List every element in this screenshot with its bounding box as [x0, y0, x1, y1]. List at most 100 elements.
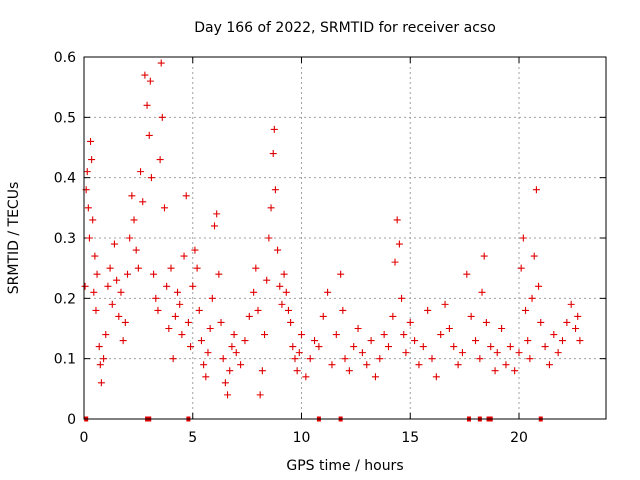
data-point [526, 355, 534, 363]
data-point [480, 252, 488, 260]
data-point [134, 264, 142, 272]
data-point [117, 288, 125, 296]
data-point [128, 192, 136, 200]
data-point [108, 300, 116, 308]
data-point [96, 361, 104, 369]
data-point [339, 306, 347, 314]
y-tick-label: 0.3 [54, 231, 76, 247]
data-point [371, 373, 379, 381]
data-point [502, 361, 510, 369]
data-point [167, 264, 175, 272]
data-point [550, 331, 558, 339]
data-point [158, 113, 166, 121]
data-point [180, 252, 188, 260]
data-point [150, 270, 158, 278]
data-point [419, 343, 427, 351]
data-point [287, 318, 295, 326]
data-point [341, 355, 349, 363]
data-point [154, 306, 162, 314]
data-point [524, 337, 532, 345]
data-point [271, 186, 279, 194]
data-point [95, 343, 103, 351]
data-point [237, 361, 245, 369]
data-point [354, 325, 362, 332]
data-point [270, 125, 278, 133]
data-point [563, 318, 571, 326]
data-point [171, 312, 179, 320]
plot-frame [83, 56, 607, 420]
data-point [182, 192, 190, 200]
data-point [572, 325, 580, 332]
data-point [454, 361, 462, 369]
data-point [137, 168, 145, 176]
data-point [230, 331, 238, 339]
data-point [511, 367, 519, 375]
data-point [119, 337, 127, 345]
data-point [295, 349, 303, 357]
data-point [406, 318, 414, 326]
data-point [156, 156, 164, 164]
data-point [226, 367, 234, 375]
data-point [530, 252, 538, 260]
data-point [576, 337, 584, 345]
data-point [130, 216, 138, 224]
data-point [432, 373, 440, 381]
data-point [104, 282, 112, 290]
data-point [345, 367, 353, 375]
data-point [261, 331, 269, 339]
data-point [219, 355, 227, 363]
data-point [115, 312, 123, 320]
data-point [102, 331, 110, 339]
data-point [532, 186, 540, 194]
data-point [146, 77, 154, 85]
data-point [350, 343, 358, 351]
data-point [191, 246, 199, 254]
data-point [213, 210, 221, 218]
data-point [395, 240, 403, 248]
data-point [424, 306, 432, 314]
data-point [139, 198, 147, 206]
data-point [245, 312, 253, 320]
data-point [487, 343, 495, 351]
data-points [81, 59, 584, 399]
data-point [197, 337, 205, 345]
data-point [428, 355, 436, 363]
data-point [545, 361, 553, 369]
data-point [274, 246, 282, 254]
data-point [515, 349, 523, 357]
data-point [83, 168, 91, 176]
data-point [293, 367, 301, 375]
data-point [178, 331, 186, 339]
data-point [90, 288, 98, 296]
data-point [445, 325, 453, 332]
y-tick-label: 0.4 [54, 171, 76, 187]
data-point [165, 325, 173, 332]
data-point [221, 379, 229, 387]
data-point [193, 264, 201, 272]
data-point [232, 349, 240, 357]
data-point [284, 306, 292, 314]
data-point [535, 282, 543, 290]
data-point [491, 367, 499, 375]
data-point [441, 300, 449, 308]
data-point [278, 300, 286, 308]
data-point [208, 294, 216, 302]
data-point [567, 300, 575, 308]
data-point [328, 361, 336, 369]
data-point [517, 264, 525, 272]
data-point [306, 355, 314, 363]
data-point [537, 318, 545, 326]
data-point [204, 349, 212, 357]
data-point [256, 391, 264, 399]
data-point [528, 294, 536, 302]
y-tick-label: 0 [67, 412, 76, 428]
data-point [302, 373, 310, 381]
data-point [145, 131, 153, 139]
data-point [206, 325, 214, 332]
data-point [106, 264, 114, 272]
data-point [476, 355, 484, 363]
data-point [215, 270, 223, 278]
data-point [152, 294, 160, 302]
